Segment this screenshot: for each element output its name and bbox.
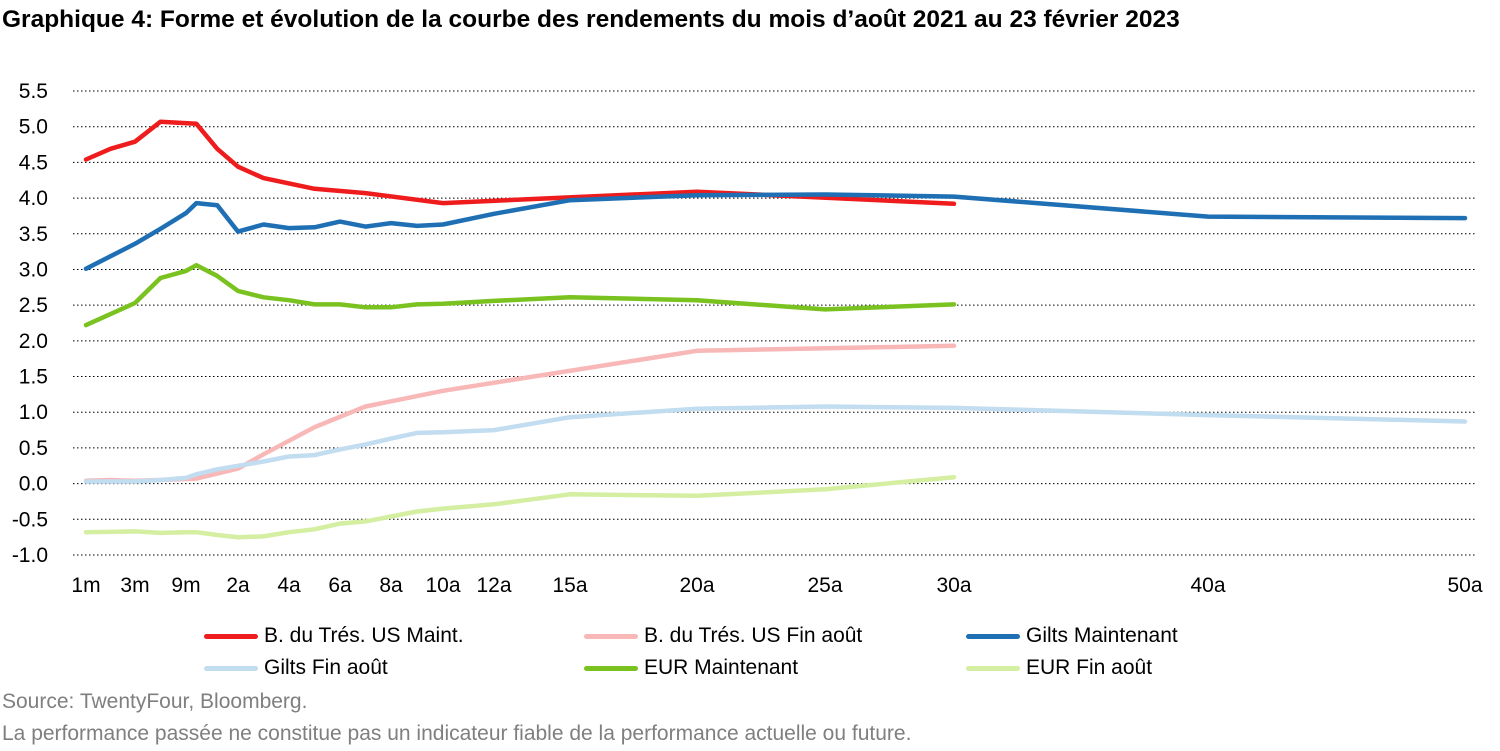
x-tick-label: 3m [120,574,149,597]
x-tick-label: 15a [552,574,587,597]
legend-item-us-aug: B. du Trés. US Fin août [584,623,862,649]
series-gilts-aug-line [83,404,1468,484]
legend-item-eur-aug: EUR Fin août [966,655,1152,681]
y-tick-label: 5.0 [19,116,48,139]
x-tick-label: 10a [425,574,460,597]
legend-swatch-eur-now [584,665,638,671]
legend-swatch-us-aug [584,633,638,639]
y-tick-label: 0.0 [19,473,48,496]
x-tick-label: 2a [226,574,250,597]
y-tick-label: 4.5 [19,151,48,174]
x-tick-label: 8a [379,574,403,597]
y-tick-label: 2.5 [19,294,48,317]
x-tick-label: 4a [277,574,301,597]
series-us-now-line [83,119,957,207]
legend-label-eur-aug: EUR Fin août [1026,656,1153,679]
legend-item-eur-now: EUR Maintenant [584,655,798,681]
x-tick-label: 1m [71,574,100,597]
x-tick-label: 30a [936,574,971,597]
y-tick-label: 2.0 [19,330,48,353]
y-tick-label: -1.0 [12,544,48,567]
legend-label-gilts-now: Gilts Maintenant [1026,624,1178,647]
y-tick-label: -0.5 [12,508,48,531]
y-tick-label: 1.5 [19,366,48,389]
x-tick-label: 50a [1447,574,1482,597]
y-tick-label: 4.0 [19,187,48,210]
chart-area: 5.5 5.0 4.5 4.0 3.5 3.0 2.5 2.0 1.5 1.0 0.5 0.0 -0.5… [12,80,1483,597]
gridlines [73,90,1477,556]
y-axis: 5.5 5.0 4.5 4.0 3.5 3.0 2.5 2.0 1.5 1.0 0.5 0.0 -0.5… [12,80,48,567]
y-tick-label: 0.5 [19,437,48,460]
x-tick-label: 6a [328,574,352,597]
legend-swatch-gilts-aug [204,665,258,671]
legend-item-gilts-aug: Gilts Fin août [204,655,388,681]
legend-label-eur-now: EUR Maintenant [644,656,799,679]
legend-swatch-eur-aug [966,665,1020,671]
legend-label-us-aug: B. du Trés. US Fin août [644,624,863,647]
source-note: Source: TwentyFour, Bloomberg. [2,690,308,713]
legend-item-gilts-now: Gilts Maintenant [966,623,1178,649]
y-tick-label: 3.5 [19,223,48,246]
legend-label-us-now: B. du Trés. US Maint. [264,624,464,647]
legend-swatch-us-now [204,633,258,639]
legend-item-us-now: B. du Trés. US Maint. [204,623,464,649]
chart-title: Graphique 4: Forme et évolution de la co… [2,6,1180,33]
series-us-aug-line [83,343,957,484]
x-tick-label: 12a [476,574,511,597]
y-tick-label: 1.0 [19,401,48,424]
x-tick-label: 9m [171,574,200,597]
y-tick-label: 3.0 [19,258,48,281]
x-axis: 1m 3m 9m 2a 4a 6a 8a 10a 12a 15a 20a 25a 30a 40a 50a [71,574,1482,597]
y-tick-label: 5.5 [19,80,48,103]
x-tick-label: 25a [807,574,842,597]
legend-swatch-gilts-now [966,633,1020,639]
legend-label-gilts-aug: Gilts Fin août [264,656,388,679]
x-tick-label: 40a [1190,574,1225,597]
x-tick-label: 20a [679,574,714,597]
series-eur-aug-line [83,474,957,540]
series-eur-now-line [83,262,957,328]
series-gilts-now-line [83,192,1468,271]
disclaimer-note: La performance passée ne constitue pas u… [2,722,912,745]
